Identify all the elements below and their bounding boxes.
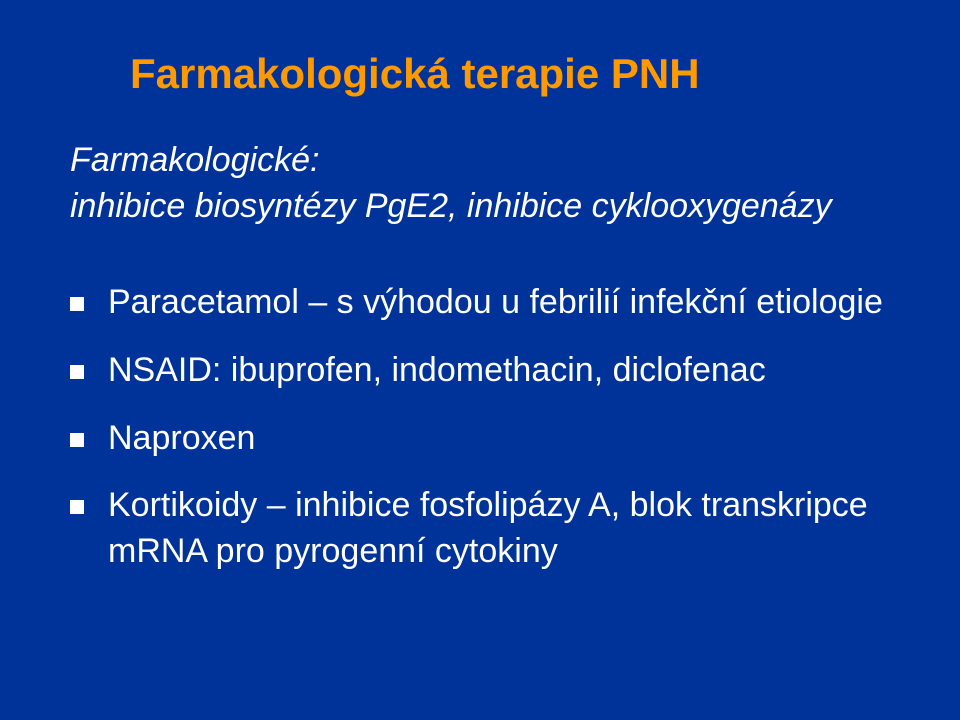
slide-container: Farmakologická terapie PNH Farmakologick…	[0, 0, 960, 720]
bullet-item: Paracetamol – s výhodou u febrilií infek…	[70, 280, 900, 326]
bullet-item: NSAID: ibuprofen, indomethacin, diclofen…	[70, 348, 900, 394]
slide-subheading: Farmakologické: inhibice biosyntézy PgE2…	[70, 138, 900, 230]
subhead-line-1: Farmakologické:	[70, 138, 900, 184]
bullet-list: Paracetamol – s výhodou u febrilií infek…	[70, 280, 900, 575]
bullet-item: Naproxen	[70, 416, 900, 462]
subhead-line-2: inhibice biosyntézy PgE2, inhibice cyklo…	[70, 184, 900, 230]
slide-title: Farmakologická terapie PNH	[130, 50, 900, 98]
bullet-item: Kortikoidy – inhibice fosfolipázy A, blo…	[70, 483, 900, 575]
